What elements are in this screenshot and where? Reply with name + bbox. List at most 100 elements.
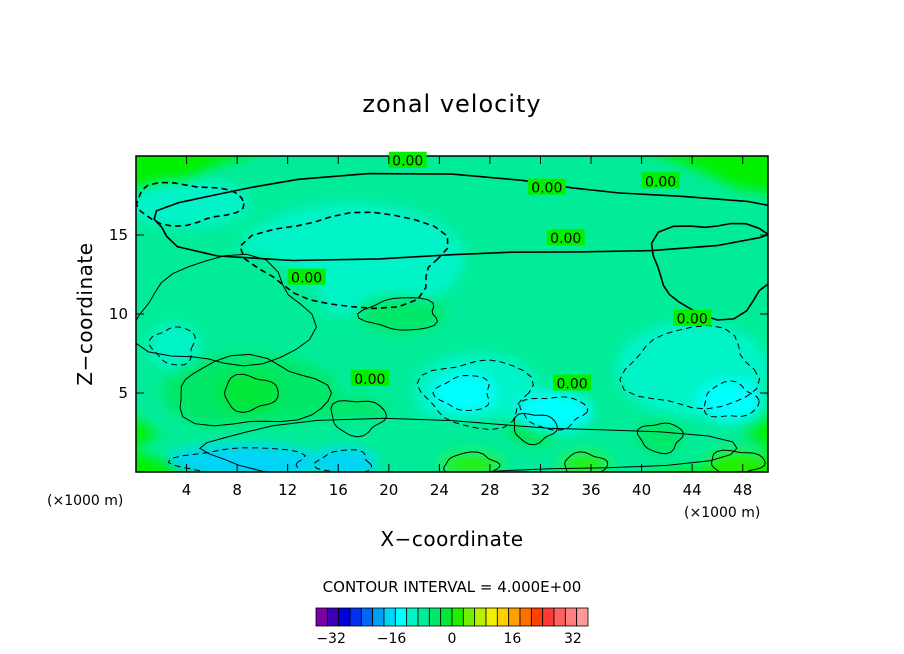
x-axis-label: X−coordinate [380, 527, 523, 551]
colorbar-swatch [394, 607, 408, 627]
x-tick-label: 16 [329, 481, 348, 499]
colorbar-swatch [428, 607, 442, 627]
x-tick-label: 36 [581, 481, 600, 499]
colorbar-swatch [349, 607, 362, 627]
contour-line-23 [148, 326, 196, 366]
contour-label-bg [546, 229, 585, 246]
contour-line-4 [238, 211, 449, 310]
colorbar-swatch [417, 607, 430, 627]
contour-region-8 [218, 372, 282, 414]
contour-label-bg [287, 268, 326, 285]
contour-label-bg [553, 374, 592, 391]
contour-label-bg [673, 309, 712, 326]
contour-line-1 [153, 172, 768, 262]
contour-region-5 [357, 295, 446, 333]
contour-line-13 [703, 380, 760, 418]
colorbar-swatch [508, 607, 521, 627]
x-tick-label: 24 [430, 481, 449, 499]
colorbar-swatch [485, 607, 498, 627]
colorbar-swatch [383, 607, 396, 627]
contour-line-15 [513, 412, 558, 446]
y-tick-label: 15 [109, 226, 128, 244]
contour-line-3 [650, 222, 768, 321]
contour-region-13 [698, 380, 762, 422]
contour-label-bg [527, 178, 566, 195]
contour-label-bg [641, 172, 680, 189]
contour-region-21 [704, 448, 768, 472]
colorbar-swatch [451, 607, 464, 627]
contour-label: 0.00 [531, 181, 562, 197]
colorbar-swatch [542, 607, 555, 627]
x-tick-label: 4 [182, 481, 192, 499]
contour-label: 0.00 [392, 154, 423, 170]
contour-region-16 [635, 419, 686, 455]
contour-line-17 [167, 447, 306, 472]
colorbar-tick-label: −16 [377, 631, 407, 647]
contour-region-23 [148, 323, 200, 368]
colorbar-swatch [462, 607, 476, 627]
contour-line-8 [223, 373, 279, 414]
contour-label: 0.00 [550, 231, 581, 247]
colorbar-swatch [338, 607, 351, 627]
colorbar-swatch [440, 607, 453, 627]
contour-line-19 [442, 451, 501, 472]
colorbar: −32 −16 0 16 32 [315, 607, 589, 647]
y-axis-ticks: 5 10 15 [109, 226, 768, 402]
colorbar-swatch [519, 607, 532, 627]
contour-line-7 [179, 353, 332, 427]
contour-region-11 [433, 372, 497, 414]
colorbar-swatch [372, 607, 385, 627]
contour-line-22 [519, 396, 589, 431]
contour-region-18 [312, 448, 377, 472]
contour-line-11 [432, 374, 490, 412]
x-axis-ticks: 4 8 12 16 20 24 28 32 36 40 44 48 [182, 156, 752, 499]
contour-region-2 [136, 179, 250, 228]
contour-label: 0.00 [556, 377, 587, 393]
x-tick-label: 28 [480, 481, 499, 499]
contour-line-14 [198, 417, 738, 472]
contour-label: 0.00 [291, 271, 322, 287]
colorbar-tick-label: 0 [448, 631, 457, 647]
contour-region-19 [439, 451, 503, 472]
colorbar-swatch [326, 607, 340, 627]
y-tick-label: 10 [109, 305, 128, 323]
plot-area [136, 156, 768, 472]
x-tick-label: 48 [733, 481, 752, 499]
chart-title: zonal velocity [362, 90, 541, 118]
y-tick-label: 5 [118, 384, 128, 402]
x-unit-left: (×1000 m) [47, 493, 123, 509]
contour-lines [136, 172, 768, 472]
colorbar-swatch [530, 607, 544, 627]
colorbar-tick-label: −32 [316, 631, 346, 647]
contour-line-12 [619, 324, 761, 410]
colorbar-swatch [406, 607, 419, 627]
colorbar-swatch [474, 607, 487, 627]
contour-line-18 [313, 449, 373, 472]
contour-line-16 [636, 422, 685, 455]
y-axis-label: Z−coordinate [73, 242, 97, 385]
contour-label: 0.00 [645, 174, 676, 190]
colorbar-swatch [315, 607, 328, 627]
x-tick-label: 40 [632, 481, 651, 499]
contour-label-bg [388, 151, 427, 168]
contour-interval-text: CONTOUR INTERVAL = 4.000E+00 [323, 578, 582, 596]
contour-labels: 0.00 0.00 0.00 0.00 0.00 0.00 0.00 0.00 [287, 151, 712, 393]
x-tick-label: 12 [278, 481, 297, 499]
contour-label: 0.00 [677, 312, 708, 328]
x-tick-label: 20 [379, 481, 398, 499]
contour-label: 0.00 [354, 372, 385, 388]
contour-region-20 [559, 451, 610, 472]
contour-region-22 [515, 393, 592, 431]
contour-line-9 [330, 400, 387, 438]
colorbar-swatch [360, 607, 374, 627]
colorbar-tick-label: 16 [504, 631, 522, 647]
colorbar-swatch [553, 607, 566, 627]
colorbar-swatch [564, 607, 578, 627]
contour-region-17 [167, 445, 320, 472]
x-tick-label: 8 [232, 481, 242, 499]
colorbar-tick-label: 32 [564, 631, 582, 647]
colorbar-swatch [576, 607, 589, 627]
x-tick-label: 32 [531, 481, 550, 499]
colorbar-swatch [496, 607, 510, 627]
